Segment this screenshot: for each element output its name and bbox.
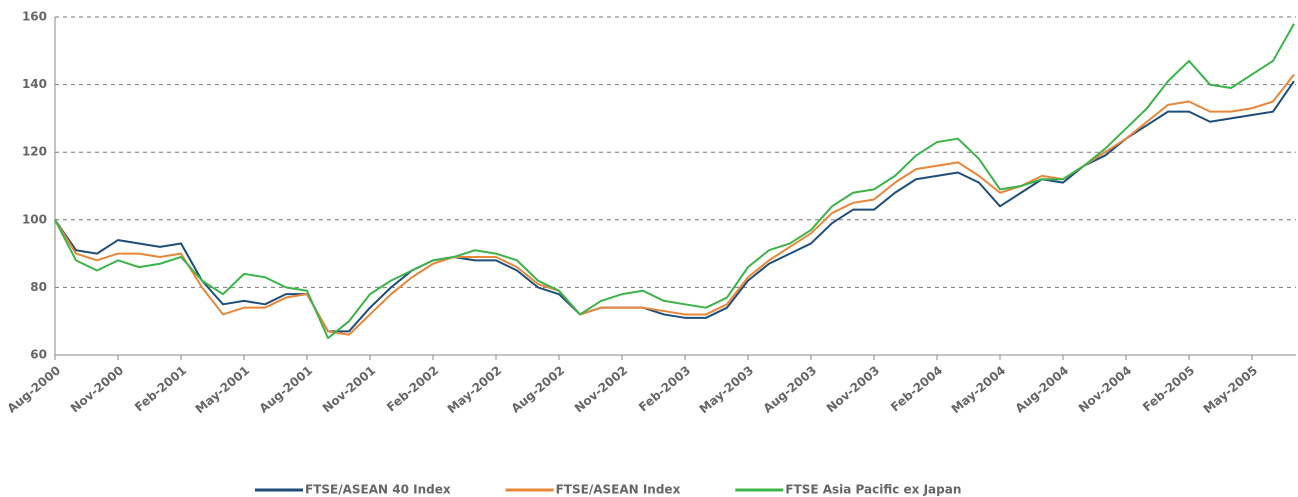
y-tick-label: 120	[22, 145, 47, 159]
x-tick-label: Aug-2001	[257, 363, 316, 415]
x-tick-label: May-2001	[193, 363, 252, 416]
series-line	[54, 80, 1295, 333]
x-tick-label: Feb-2002	[384, 363, 441, 414]
x-tick-label: Feb-2005	[1140, 363, 1197, 414]
x-tick-label: Nov-2004	[1076, 363, 1134, 415]
series-line	[54, 23, 1295, 340]
x-tick-label: Nov-2002	[572, 363, 630, 415]
series-line	[54, 73, 1295, 336]
x-tick-label: Aug-2004	[1013, 363, 1072, 415]
x-tick-label: May-2002	[445, 363, 504, 416]
x-tick-label: Aug-2002	[509, 363, 568, 415]
x-tick-label: May-2003	[697, 363, 756, 416]
x-tick-label: Feb-2004	[888, 363, 945, 414]
x-tick-label: Feb-2003	[636, 363, 693, 414]
x-tick-label: Aug-2000	[5, 363, 64, 415]
x-tick-label: Nov-2000	[68, 363, 126, 415]
x-tick-label: Feb-2001	[132, 363, 189, 414]
x-tick-label: Nov-2001	[320, 363, 378, 415]
y-tick-label: 140	[22, 77, 47, 91]
y-tick-label: 60	[30, 348, 47, 362]
legend-label: FTSE Asia Pacific ex Japan	[785, 483, 961, 497]
x-tick-label: May-2004	[949, 363, 1008, 416]
x-tick-label: May-2005	[1201, 363, 1260, 416]
y-tick-label: 80	[30, 280, 47, 294]
legend-label: FTSE/ASEAN 40 Index	[305, 483, 451, 497]
y-tick-label: 100	[22, 212, 47, 226]
y-tick-label: 160	[22, 10, 47, 24]
x-tick-label: Nov-2003	[824, 363, 882, 415]
legend-label: FTSE/ASEAN Index	[556, 483, 681, 497]
x-tick-label: Aug-2003	[761, 363, 820, 415]
